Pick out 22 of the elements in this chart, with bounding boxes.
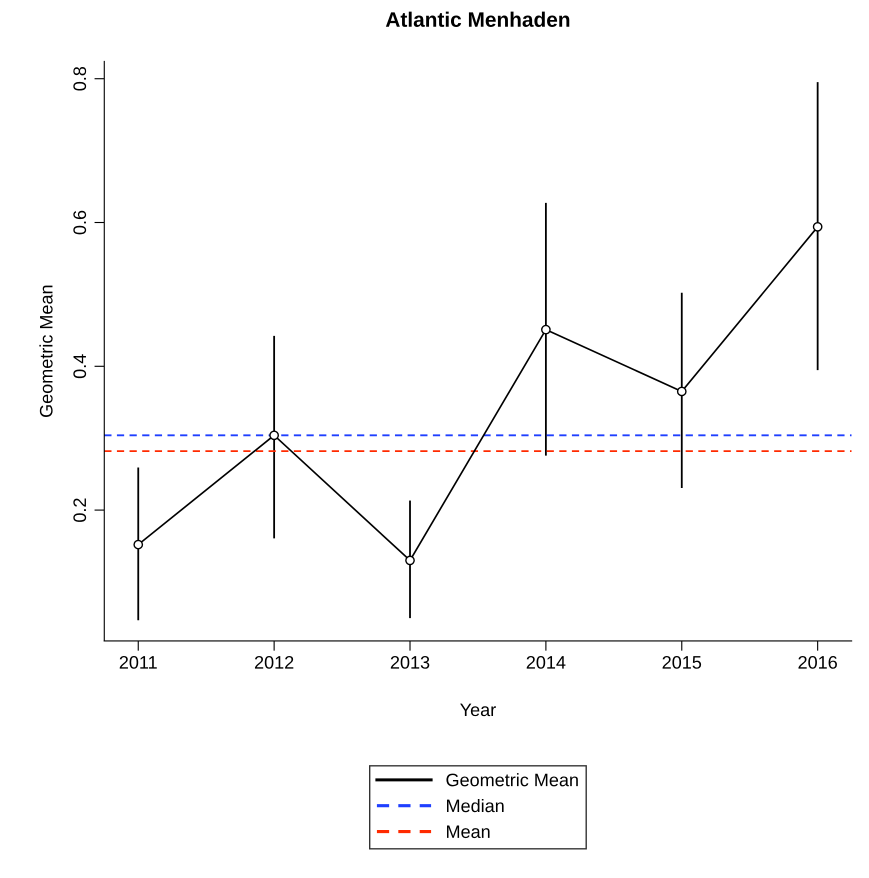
- legend-label: Geometric Mean: [446, 773, 578, 786]
- y-tick-label: 0.8: [73, 66, 86, 91]
- x-tick-label: 2011: [120, 656, 157, 669]
- y-axis-title: Geometric Mean: [39, 286, 53, 418]
- point: [541, 324, 551, 334]
- point: [812, 222, 823, 232]
- x-tick-label: 2013: [390, 656, 430, 669]
- point: [133, 540, 144, 550]
- x-tick-label: 2015: [662, 656, 702, 669]
- legend-label: Median: [447, 798, 504, 812]
- legend-label: Mean: [447, 825, 490, 838]
- x-axis-title: Year: [460, 704, 496, 716]
- x-tick-label: 2016: [798, 656, 837, 669]
- point: [405, 556, 415, 566]
- point: [676, 386, 687, 396]
- point: [269, 430, 279, 440]
- y-tick-label: 0.2: [73, 498, 86, 522]
- y-tick-label: 0.6: [73, 210, 86, 234]
- chart-title: Atlantic Menhaden: [386, 12, 570, 27]
- y-tick-label: 0.4: [73, 354, 86, 378]
- x-tick-label: 2014: [526, 656, 566, 669]
- x-tick-label: 2012: [254, 656, 294, 669]
